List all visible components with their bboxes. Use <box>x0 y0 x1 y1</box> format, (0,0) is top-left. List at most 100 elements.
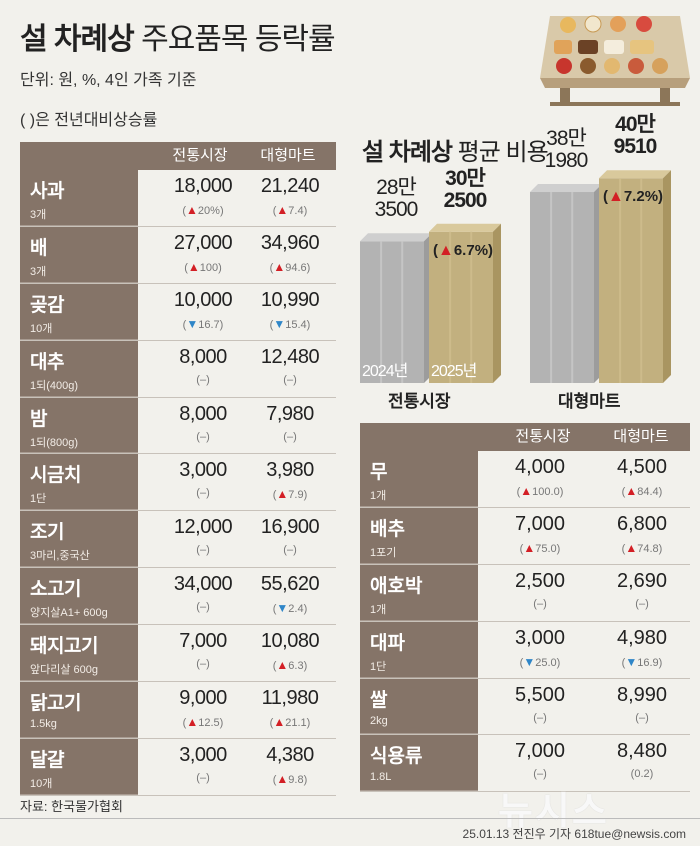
item-name-cell: 애호박 1개 <box>360 564 478 621</box>
large-mart-change: (▲94.6) <box>269 259 311 274</box>
growth-badge: (▲7.2%) <box>603 188 664 206</box>
large-mart-price: 6,800 <box>616 512 668 535</box>
value-label: 38만 1980 <box>544 127 589 172</box>
item-name-cell: 대추 1되(400g) <box>20 340 138 397</box>
large-mart-price: 8,990 <box>616 683 668 706</box>
item-unit: 10개 <box>30 777 53 790</box>
traditional-market-price: 3,000 <box>179 743 227 766</box>
down-arrow-icon: ▼ <box>625 654 638 669</box>
item-name-cell: 쌀 2kg <box>360 678 478 735</box>
item-name: 소고기 <box>30 579 81 601</box>
item-name-cell: 식용류 1.8L <box>360 735 478 792</box>
traditional-market-change: (▼16.7) <box>182 316 224 331</box>
up-arrow-icon: ▲ <box>187 259 200 274</box>
traditional-market-change: (–) <box>533 711 547 724</box>
table-row: 무 1개 4,000 (▲100.0) 4,500 (▲84.4) <box>360 451 690 508</box>
item-name: 닭고기 <box>30 693 81 715</box>
large-mart-price: 8,480 <box>616 740 668 763</box>
value-label: 30만 2500 <box>443 166 488 212</box>
table-row: 사과 3개 18,000 (▲20%) 21,240 (▲7.4) <box>20 170 336 227</box>
table-row: 시금치 1단 3,000 (–) 3,980 (▲7.9) <box>20 454 336 512</box>
table-row: 식용류 1.8L 7,000 (–) 8,480 (0.2) <box>360 735 690 793</box>
up-arrow-icon: ▲ <box>186 203 198 217</box>
traditional-market-change: (–) <box>196 544 210 557</box>
right-table-body: 무 1개 4,000 (▲100.0) 4,500 (▲84.4) 배추 1포기 7,000 (▲… <box>360 451 690 793</box>
item-name-cell: 배 3개 <box>20 226 138 283</box>
left-price-table: 전통시장 대형마트 사과 3개 18,000 (▲20%) 21,240 (▲7.4) 배 3… <box>20 142 336 796</box>
item-name-cell: 곶감 10개 <box>20 283 138 340</box>
table-row: 대추 1되(400g) 8,000 (–) 12,480 (–) <box>20 340 336 398</box>
traditional-market-change: (▲12.5) <box>182 715 224 730</box>
large-mart-change: (▼2.4) <box>272 601 308 616</box>
traditional-market-change: (–) <box>196 771 210 784</box>
item-unit: 1개 <box>370 603 387 616</box>
up-arrow-icon: ▲ <box>523 540 536 555</box>
large-mart-price: 16,900 <box>260 516 320 539</box>
paren-note: ( )은 전년대비상승률 <box>20 112 158 129</box>
title-bold: 설 차례상 <box>20 23 135 56</box>
item-name: 대파 <box>370 632 405 654</box>
large-mart-price: 4,500 <box>616 456 668 478</box>
large-mart-price: 21,240 <box>260 175 320 197</box>
left-table-body: 사과 3개 18,000 (▲20%) 21,240 (▲7.4) 배 3개 27,000 (▲1… <box>20 170 336 796</box>
traditional-market-price: 3,000 <box>514 626 566 649</box>
traditional-market-price: 3,000 <box>179 459 227 482</box>
item-name: 대추 <box>30 351 64 373</box>
right-table-header: 전통시장 대형마트 <box>360 423 690 451</box>
large-mart-price: 7,980 <box>266 402 314 425</box>
table-row: 소고기 양지살A1+ 600g 34,000 (–) 55,620 (▼2.4) <box>20 568 336 626</box>
up-arrow-icon: ▲ <box>273 259 286 274</box>
up-arrow-icon: ▲ <box>625 540 638 555</box>
unit-note: 단위: 원, %, 4인 가족 기준 <box>20 72 197 89</box>
item-unit: 1개 <box>370 490 387 502</box>
down-arrow-icon: ▼ <box>276 601 289 616</box>
item-unit: 1.5kg <box>30 718 57 731</box>
item-name: 쌀 <box>370 689 388 711</box>
large-mart-change: (▲6.3) <box>272 658 308 673</box>
year-label: 2024년 <box>362 363 408 380</box>
item-unit: 3개 <box>30 209 47 221</box>
up-arrow-icon: ▲ <box>520 484 533 498</box>
up-arrow-icon: ▲ <box>186 715 199 730</box>
category-label: 대형마트 <box>558 392 621 411</box>
traditional-market-price: 27,000 <box>173 231 233 254</box>
traditional-market-price: 12,000 <box>173 516 233 539</box>
down-arrow-icon: ▼ <box>273 316 286 331</box>
table-row: 곶감 10개 10,000 (▼16.7) 10,990 (▼15.4) <box>20 283 336 341</box>
item-unit: 1포기 <box>370 546 397 559</box>
traditional-market-price: 9,000 <box>179 687 227 710</box>
category-label: 전통시장 <box>388 392 451 411</box>
item-name: 애호박 <box>370 575 423 597</box>
large-mart-price: 10,990 <box>260 288 320 311</box>
large-mart-price: 10,080 <box>260 630 320 653</box>
up-arrow-icon: ▲ <box>625 484 638 498</box>
title-rest: 주요품목 등락률 <box>141 23 336 56</box>
traditional-market-change: (–) <box>196 487 210 500</box>
large-mart-price: 12,480 <box>260 345 320 368</box>
item-name: 식용류 <box>370 746 423 768</box>
up-arrow-icon: ▲ <box>438 241 454 259</box>
large-mart-price: 34,960 <box>260 231 320 254</box>
traditional-market-price: 34,000 <box>173 573 233 596</box>
item-name: 밤 <box>30 408 47 430</box>
item-unit: 3마리,중국산 <box>30 550 90 563</box>
table-row: 애호박 1개 2,500 (–) 2,690 (–) <box>360 564 690 622</box>
traditional-market-price: 8,000 <box>179 402 227 425</box>
table-row: 달걀 10개 3,000 (–) 4,380 (▲9.8) <box>20 738 336 796</box>
left-table-header: 전통시장 대형마트 <box>20 142 336 170</box>
col-header-traditional-market-2: 전통시장 <box>515 428 571 445</box>
item-unit: 3개 <box>30 265 47 278</box>
footer-divider <box>0 818 700 819</box>
item-name: 조기 <box>30 522 64 544</box>
infographic-title: 설 차례상 주요품목 등락률 <box>20 14 336 58</box>
item-unit: 1.8L <box>370 771 392 784</box>
bar-대형마트-2024년 <box>530 184 602 383</box>
up-arrow-icon: ▲ <box>608 188 624 206</box>
large-mart-change: (–) <box>283 373 297 386</box>
item-name-cell: 밤 1되(800g) <box>20 397 138 454</box>
traditional-market-change: (–) <box>533 768 547 781</box>
item-unit: 10개 <box>30 322 53 335</box>
item-name-cell: 시금치 1단 <box>20 454 138 511</box>
large-mart-change: (▲9.8) <box>272 771 308 786</box>
item-name-cell: 사과 3개 <box>20 170 138 226</box>
